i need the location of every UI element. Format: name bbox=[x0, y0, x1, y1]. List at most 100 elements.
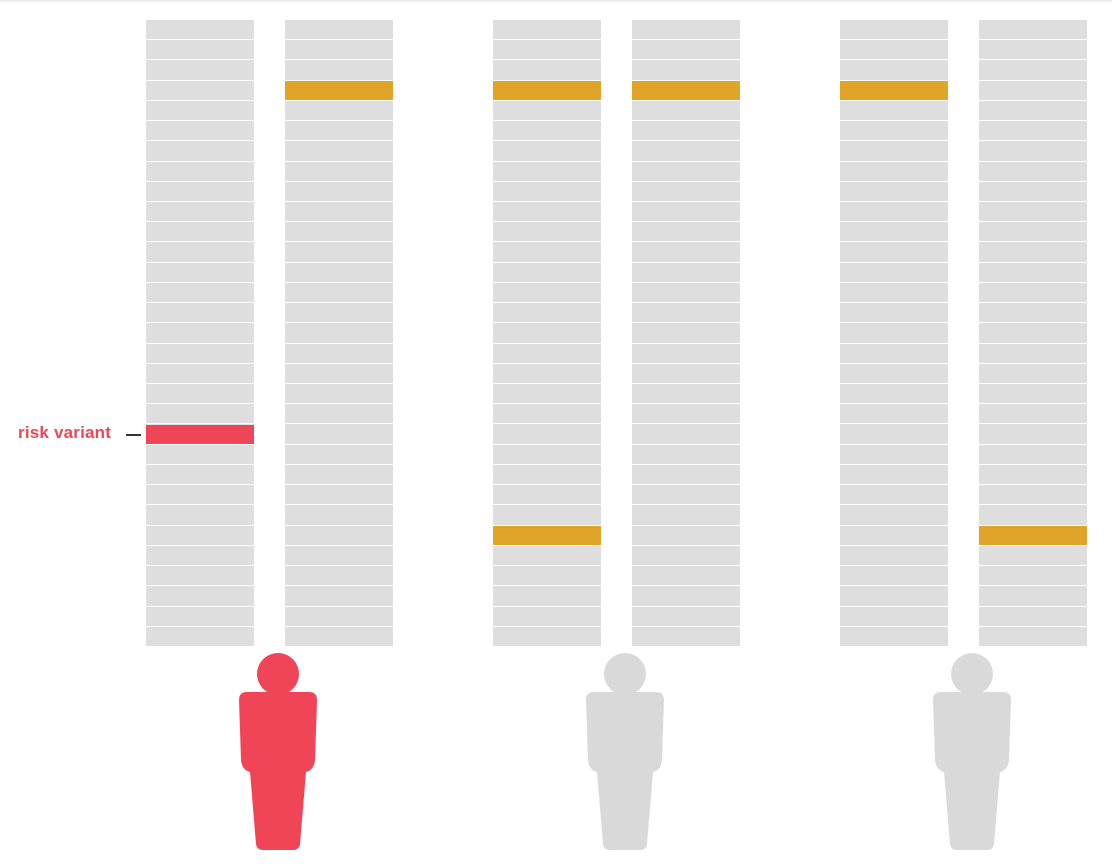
chromosome-segment bbox=[493, 60, 601, 81]
chromosome-segment bbox=[493, 505, 601, 526]
chromosome-segment bbox=[979, 505, 1087, 526]
chromosome-segment bbox=[146, 586, 254, 607]
chromosome-segment bbox=[979, 323, 1087, 344]
chromosome-segment bbox=[840, 384, 948, 405]
chromosome-segment bbox=[840, 20, 948, 41]
chromosome-column-1a bbox=[146, 20, 254, 647]
chromosome-segment bbox=[979, 20, 1087, 41]
chromosome-segment bbox=[146, 262, 254, 283]
chromosome-segment bbox=[285, 586, 393, 607]
chromosome-segment bbox=[493, 141, 601, 162]
chromosome-segment bbox=[979, 545, 1087, 567]
chromosome-segment bbox=[285, 485, 393, 506]
chromosome-segment bbox=[840, 121, 948, 142]
chromosome-segment bbox=[493, 343, 601, 364]
risk-variant-leader-line bbox=[126, 434, 141, 436]
chromosome-segment bbox=[493, 303, 601, 324]
chromosome-segment bbox=[840, 343, 948, 364]
chromosome-segment bbox=[285, 404, 393, 425]
chromosome-segment bbox=[979, 404, 1087, 425]
chromosome-segment bbox=[146, 40, 254, 61]
chromosome-segment bbox=[979, 181, 1087, 202]
chromosome-segment bbox=[979, 363, 1087, 385]
chromosome-segment bbox=[285, 303, 393, 324]
chromosome-segment bbox=[493, 202, 601, 223]
chromosome-segment bbox=[146, 60, 254, 81]
chromosome-column-3a bbox=[840, 20, 948, 647]
chromosome-segment bbox=[979, 202, 1087, 223]
chromosome-segment bbox=[285, 566, 393, 587]
chromosome-segment bbox=[840, 161, 948, 182]
chromosome-segment bbox=[979, 303, 1087, 324]
chromosome-column-3b bbox=[979, 20, 1087, 647]
top-divider bbox=[0, 0, 1112, 2]
chromosome-segment bbox=[979, 141, 1087, 162]
chromosome-segment bbox=[493, 161, 601, 182]
chromosome-segment bbox=[146, 363, 254, 385]
chromosome-segment bbox=[632, 202, 740, 223]
chromosome-segment bbox=[632, 100, 740, 122]
chromosome-segment bbox=[285, 100, 393, 122]
chromosome-segment bbox=[146, 303, 254, 324]
chromosome-segment bbox=[493, 545, 601, 567]
chromosome-segment bbox=[493, 282, 601, 304]
chromosome-segment bbox=[979, 424, 1087, 445]
chromosome-segment bbox=[840, 545, 948, 567]
chromosome-segment bbox=[285, 141, 393, 162]
chromosome-segment bbox=[840, 202, 948, 223]
chromosome-segment bbox=[493, 40, 601, 61]
chromosome-segment bbox=[840, 181, 948, 202]
chromosome-segment bbox=[493, 384, 601, 405]
chromosome-segment bbox=[493, 262, 601, 283]
chromosome-segment bbox=[285, 242, 393, 263]
chromosome-segment bbox=[840, 303, 948, 324]
chromosome-segment bbox=[632, 404, 740, 425]
chromosome-segment bbox=[493, 242, 601, 263]
chromosome-segment bbox=[285, 444, 393, 465]
chromosome-segment bbox=[146, 505, 254, 526]
chromosome-segment bbox=[632, 566, 740, 587]
chromosome-segment bbox=[840, 464, 948, 486]
chromosome-segment bbox=[840, 60, 948, 81]
highlighted-segment bbox=[979, 525, 1087, 546]
chromosome-segment bbox=[632, 141, 740, 162]
chromosome-segment bbox=[632, 303, 740, 324]
chromosome-segment bbox=[632, 40, 740, 61]
chromosome-segment bbox=[632, 363, 740, 385]
chromosome-segment bbox=[979, 444, 1087, 465]
chromosome-segment bbox=[146, 323, 254, 344]
chromosome-segment bbox=[979, 100, 1087, 122]
chromosome-segment bbox=[979, 40, 1087, 61]
chromosome-segment bbox=[493, 181, 601, 202]
chromosome-segment bbox=[285, 384, 393, 405]
chromosome-segment bbox=[285, 323, 393, 344]
chromosome-segment bbox=[840, 141, 948, 162]
chromosome-segment bbox=[146, 100, 254, 122]
chromosome-segment bbox=[840, 626, 948, 647]
chromosome-segment bbox=[285, 464, 393, 486]
chromosome-segment bbox=[979, 566, 1087, 587]
chromosome-segment bbox=[493, 404, 601, 425]
chromosome-segment bbox=[285, 343, 393, 364]
chromosome-segment bbox=[493, 485, 601, 506]
chromosome-segment bbox=[840, 586, 948, 607]
chromosome-segment bbox=[146, 242, 254, 263]
highlighted-segment bbox=[493, 525, 601, 546]
chromosome-segment bbox=[285, 161, 393, 182]
chromosome-segment bbox=[146, 404, 254, 425]
chromosome-segment bbox=[632, 464, 740, 486]
chromosome-segment bbox=[979, 242, 1087, 263]
chromosome-segment bbox=[146, 161, 254, 182]
person-icon-unaffected-1 bbox=[586, 653, 664, 850]
chromosome-segment bbox=[632, 485, 740, 506]
chromosome-segment bbox=[493, 464, 601, 486]
chromosome-segment bbox=[632, 242, 740, 263]
chromosome-segment bbox=[285, 222, 393, 243]
chromosome-segment bbox=[979, 485, 1087, 506]
chromosome-segment bbox=[493, 586, 601, 607]
chromosome-segment bbox=[840, 505, 948, 526]
chromosome-segment bbox=[632, 444, 740, 465]
chromosome-segment bbox=[840, 424, 948, 445]
chromosome-segment bbox=[979, 343, 1087, 364]
chromosome-segment bbox=[493, 100, 601, 122]
